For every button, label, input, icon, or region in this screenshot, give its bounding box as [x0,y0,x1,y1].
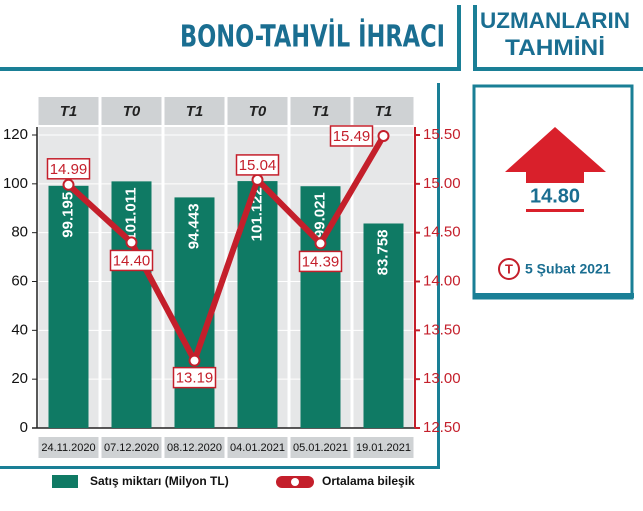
y2-tick-label: 14.50 [423,224,461,241]
point-label-box [46,158,91,180]
top-label: T1 [186,103,204,120]
line [66,134,387,364]
legend-label: Satış miktarı (Milyon TL) [90,474,229,488]
legend-swatch [291,478,299,486]
forecast-date: 5 Şubat 2021 [525,261,611,277]
point-label: 14.99 [50,161,88,178]
panel-rule [473,67,643,71]
line-point [62,178,75,191]
bar [48,185,89,428]
y-tick-label: 40 [11,321,28,338]
date-cell [164,437,225,458]
bar-value-label: 101.011 [122,187,139,240]
y2-tick-label: 13.00 [423,370,461,387]
title-rule [0,67,457,71]
bar-value-label: 94.443 [185,203,202,249]
date-cell [353,437,414,458]
header-cell [38,97,99,125]
date-cell [38,437,99,458]
bar [363,223,404,428]
line-point [377,129,390,142]
y2-tick-label: 13.50 [423,321,461,338]
panel-rule [474,293,634,298]
legend-swatch [52,475,78,488]
point-label-box [329,125,374,147]
header-cell [353,97,414,125]
header-cell [164,97,225,125]
point-label-box [235,154,280,176]
chart-title: BONO-TAHVİL İHRACI [180,19,445,55]
panel-title: TAHMİNİ [505,35,605,60]
bottom-rule [0,466,440,469]
logo-letter: T [505,261,513,276]
panel-title: UZMANLARIN [480,8,630,33]
point-label-box [109,249,154,272]
date-cell [290,437,351,458]
forecast-value: 14.80 [530,185,580,207]
y-tick-label: 0 [20,419,28,436]
top-label: T0 [249,103,267,120]
x-tick-label: 19.01.2021 [356,442,411,454]
header-cell [101,97,162,125]
line-point [314,237,327,250]
line-point [251,173,264,186]
y2-tick-label: 15.50 [423,126,461,143]
point-label: 14.40 [113,252,151,269]
header-cell [227,97,288,125]
x-tick-label: 05.01.2021 [293,442,348,454]
point-label-box [298,250,343,273]
panel-rule [473,5,477,71]
y-tick-label: 20 [11,370,28,387]
bar-value-label: 99.195 [59,192,76,238]
top-label: T1 [312,103,330,120]
logo [498,258,520,280]
point-label: 14.39 [302,253,340,270]
side-rule [437,83,440,469]
y-tick-label: 120 [3,126,28,143]
legend-label: Ortalama bileşik [322,474,415,488]
bar [174,197,215,428]
y-tick-label: 60 [11,272,28,289]
top-label: T1 [60,103,78,120]
y2-tick-label: 14.00 [423,272,461,289]
forecast-value-box [520,183,590,209]
bar-value-label: 83.758 [374,229,391,275]
x-tick-label: 08.12.2020 [167,442,222,454]
title-rule [457,5,461,71]
point-label: 15.49 [333,128,371,145]
y-tick-label: 80 [11,224,28,241]
x-tick-label: 07.12.2020 [104,442,159,454]
top-label: T1 [375,103,393,120]
point-label: 13.19 [176,370,214,387]
header-cell [290,97,351,125]
date-cell [227,437,288,458]
x-tick-label: 24.11.2020 [41,442,95,454]
y2-tick-label: 15.00 [423,175,461,192]
line-point [125,236,138,249]
bar [111,181,152,428]
line-point [188,354,201,367]
bar-value-label: 99.021 [311,192,328,238]
y-tick-label: 100 [3,175,28,192]
date-cell [101,437,162,458]
point-label-box [172,366,217,389]
y2-tick-label: 12.50 [423,419,461,436]
x-tick-label: 04.01.2021 [230,442,285,454]
point-label: 15.04 [239,157,277,174]
top-label: T0 [123,103,141,120]
